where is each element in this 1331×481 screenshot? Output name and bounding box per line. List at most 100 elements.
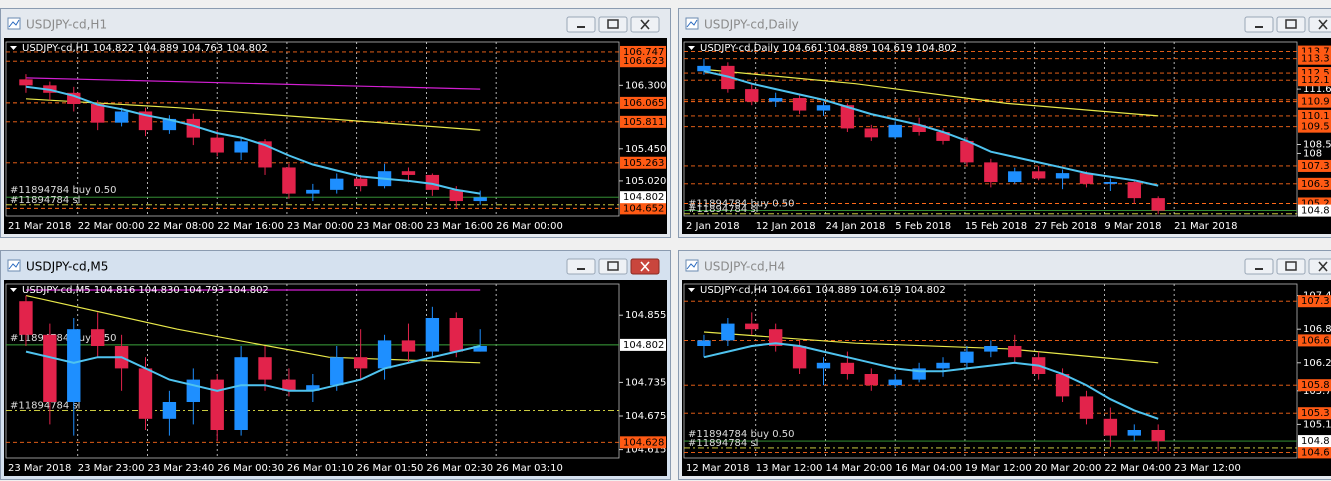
candle-body [306,189,320,194]
time-label: 12 Jan 2018 [756,221,816,232]
level-label: 104.652 [623,203,664,214]
maximize-button[interactable] [1276,258,1306,275]
order-buy-label: #11894784 buy 0.50 [10,333,117,344]
candle-body [306,385,320,391]
chart-header: USDJPY-cd,M5 104.816 104.830 104.793 104… [22,285,269,296]
current-price-label: 104.802 [623,192,664,203]
window-icon-line [686,19,698,28]
ma-fast-line [703,70,1159,187]
y-tick-label: 106.300 [625,80,666,91]
level-tag [620,202,666,215]
candle-body [473,346,487,352]
time-label: 20 Mar 20:00 [1035,463,1102,474]
time-label: 23 Mar 2018 [8,463,71,474]
y-tick-label: 108 [1303,148,1322,159]
time-label: 26 Mar 01:50 [357,463,424,474]
time-label: 15 Feb 2018 [965,221,1027,232]
candle-body [816,105,831,111]
time-label: 22 Mar 16:00 [217,221,284,232]
header-triangle [688,46,695,50]
order-buy-label: #11894784 buy 0.50 [688,199,795,210]
candle-body [449,189,463,202]
maximize-button[interactable] [1276,16,1306,33]
time-label: 21 Mar 2018 [8,221,71,232]
candle-body [912,368,926,380]
candle-body [864,374,878,386]
candle-body [721,323,735,341]
plot-border [683,283,1298,459]
level-label: 112.5 [1301,68,1330,79]
close-glyph [1318,19,1328,30]
candle-body [258,141,272,168]
y-tick-label: 105.020 [625,176,666,187]
level-tag [1298,295,1331,308]
maximize-button[interactable] [598,258,628,275]
close-glyph [640,19,650,30]
ma-slow-line [25,98,481,131]
time-label: 26 Mar 01:10 [287,463,354,474]
level-label: 105.2 [1301,198,1330,209]
header-triangle [10,46,17,50]
close-button[interactable] [1308,16,1331,33]
candle-body [1103,182,1118,184]
candle-body [67,92,81,104]
level-label: 105.8 [1301,380,1330,391]
candle-body [138,368,153,419]
candle-body [210,137,224,153]
time-label: 26 Mar 00:30 [217,463,284,474]
candle-body [1008,346,1022,358]
candle-body [697,65,711,72]
level-label: 106.3 [1301,179,1330,190]
time-label: 26 Mar 02:30 [426,463,493,474]
level-label: 107.3 [1301,296,1330,307]
time-label: 13 Mar 12:00 [756,463,823,474]
level-tag [1298,379,1331,392]
time-label: 14 Mar 20:00 [825,463,892,474]
candle-body [864,128,878,138]
candle-body [960,351,974,363]
current-price-tag [1298,204,1331,217]
candle-body [912,124,926,132]
time-label: 23 Mar 23:40 [147,463,214,474]
minimize-button[interactable] [1244,258,1274,275]
order-sl-label: #11894784 sl [10,400,80,411]
level-label: 105.3 [1301,408,1330,419]
ma-fast-line [703,342,1159,420]
candle-body [1127,430,1141,436]
level-tag [1298,159,1331,172]
time-label: 22 Mar 00:00 [78,221,145,232]
level-tag [620,115,666,128]
candle-body [936,362,950,369]
candle-body [1079,396,1094,419]
y-tick-label: 105.1 [1303,419,1331,430]
candle-body [90,329,105,346]
close-button[interactable] [1308,258,1331,275]
minimize-button[interactable] [1244,16,1274,33]
candle-body [745,89,759,102]
level-tag [620,156,666,169]
minimize-button[interactable] [566,16,596,33]
maximize-button[interactable] [598,16,628,33]
level-label: 112.1 [1301,75,1330,86]
plot-border [683,41,1298,217]
level-tag [1298,95,1331,108]
candle-body [210,379,224,430]
candle-body [186,379,200,402]
ma-long-line [25,77,481,90]
level-label: 109.5 [1301,122,1330,133]
current-price-tag [1298,435,1331,448]
candle-body [353,178,368,187]
candle-body [1079,173,1094,184]
time-label: 23 Mar 12:00 [1174,463,1241,474]
time-label: 24 Jan 2018 [825,221,885,232]
current-price-label: 104.8 [1301,436,1330,447]
candle-body [425,174,440,190]
level-label: 107.3 [1301,161,1330,172]
time-label: 2 Jan 2018 [686,221,740,232]
chart-area [4,38,667,234]
current-price-tag [620,338,666,351]
level-label: 106.065 [623,98,664,109]
minimize-button[interactable] [566,258,596,275]
chart-area [682,38,1331,234]
